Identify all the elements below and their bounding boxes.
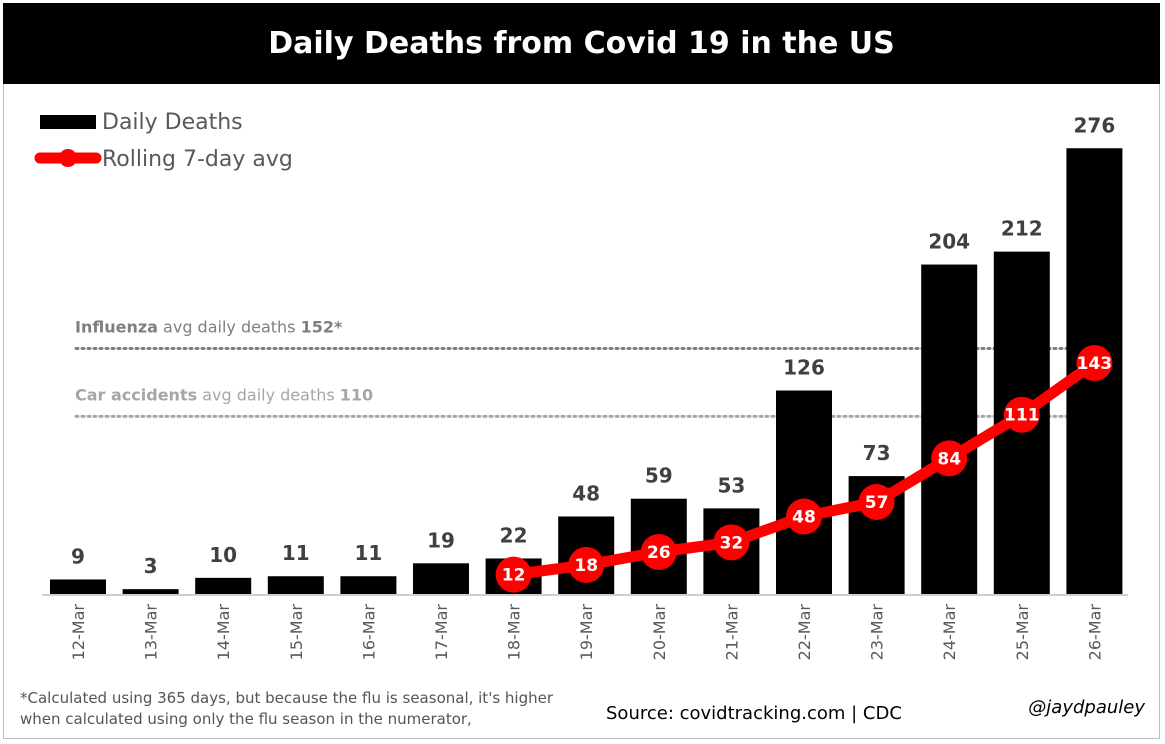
- bar-value-label: 59: [645, 464, 673, 488]
- bar: [340, 576, 397, 594]
- x-tick-label: 25-Mar: [1013, 604, 1032, 661]
- avg-value-label: 111: [1004, 406, 1040, 426]
- bar: [267, 576, 324, 594]
- chart-title: Daily Deaths from Covid 19 in the US: [3, 3, 1160, 84]
- bar-value-label: 10: [209, 543, 237, 567]
- x-tick-label: 24-Mar: [940, 604, 959, 661]
- bar: [50, 579, 106, 594]
- avg-marker: [1076, 345, 1113, 382]
- legend-line-marker: [59, 149, 77, 167]
- bar-value-label: 11: [282, 541, 310, 565]
- avg-value-label: 26: [647, 543, 671, 563]
- bar: [776, 390, 832, 594]
- footnote: *Calculated using 365 days, but because …: [20, 689, 553, 728]
- avg-value-label: 143: [1077, 354, 1113, 374]
- bar-value-label: 276: [1074, 113, 1116, 137]
- avg-marker: [786, 498, 822, 535]
- rolling-average-series: 12 18 26 32 48 57 84 111 143: [495, 345, 1113, 593]
- avg-marker: [713, 524, 750, 561]
- legend: Daily Deaths Rolling 7-day avg: [34, 110, 293, 172]
- bar-value-label: 48: [572, 481, 600, 505]
- avg-value-label: 57: [865, 493, 889, 513]
- x-tick-label: 18-Mar: [505, 604, 524, 661]
- reference-line-label: Car accidents avg daily deaths 110: [75, 385, 373, 404]
- bar-value-label: 9: [71, 544, 85, 568]
- x-tick-label: 26-Mar: [1085, 604, 1104, 661]
- x-tick-label: 17-Mar: [432, 604, 451, 661]
- bar-value-label: 73: [863, 441, 891, 465]
- bar: [413, 563, 469, 594]
- avg-marker: [1003, 396, 1040, 433]
- legend-label: Daily Deaths: [102, 110, 243, 135]
- bar-value-label: 11: [354, 541, 382, 565]
- x-tick-label: 13-Mar: [142, 604, 161, 661]
- x-tick-label: 16-Mar: [359, 604, 378, 661]
- bar-value-label: 19: [427, 528, 455, 552]
- avg-marker: [568, 546, 605, 583]
- x-tick-label: 12-Mar: [69, 604, 88, 661]
- bar: [122, 589, 179, 594]
- avg-marker: [931, 440, 968, 477]
- x-axis: 12-Mar 13-Mar 14-Mar 15-Mar 16-Mar 17-Mar 18-M…: [42, 594, 1128, 661]
- avg-marker: [640, 534, 677, 571]
- avg-marker: [495, 556, 532, 593]
- x-tick-label: 19-Mar: [577, 604, 596, 661]
- avg-marker: [858, 483, 895, 520]
- x-tick-label: 21-Mar: [722, 604, 741, 661]
- bar-value-label: 126: [783, 356, 825, 380]
- x-tick-label: 22-Mar: [795, 604, 814, 661]
- avg-value-label: 48: [792, 507, 816, 527]
- source-credit: Source: covidtracking.com | CDC: [606, 703, 902, 724]
- legend-label: Rolling 7-day avg: [102, 147, 293, 172]
- x-tick-label: 15-Mar: [287, 604, 306, 661]
- bar-value-label: 212: [1001, 217, 1043, 241]
- avg-value-label: 32: [720, 533, 744, 553]
- bar: [195, 577, 252, 594]
- x-tick-label: 23-Mar: [868, 604, 887, 661]
- legend-bar-swatch: [40, 115, 96, 129]
- avg-value-label: 84: [937, 449, 961, 469]
- bar-series: 9 3 10 11 11 19 22 48 59 53 126 73 204 212 276: [50, 113, 1123, 594]
- avg-value-label: 18: [574, 556, 598, 576]
- author-handle: @jaydpauley: [1028, 697, 1145, 718]
- bar-value-label: 3: [144, 554, 158, 578]
- reference-line-label: Influenza avg daily deaths 152*: [75, 318, 343, 337]
- bar-value-label: 204: [928, 230, 970, 254]
- bar-value-label: 22: [500, 523, 528, 547]
- x-tick-label: 14-Mar: [214, 604, 233, 661]
- x-tick-label: 20-Mar: [650, 604, 669, 661]
- bar: [921, 264, 978, 594]
- avg-value-label: 12: [502, 566, 526, 586]
- bar-value-label: 53: [717, 473, 745, 497]
